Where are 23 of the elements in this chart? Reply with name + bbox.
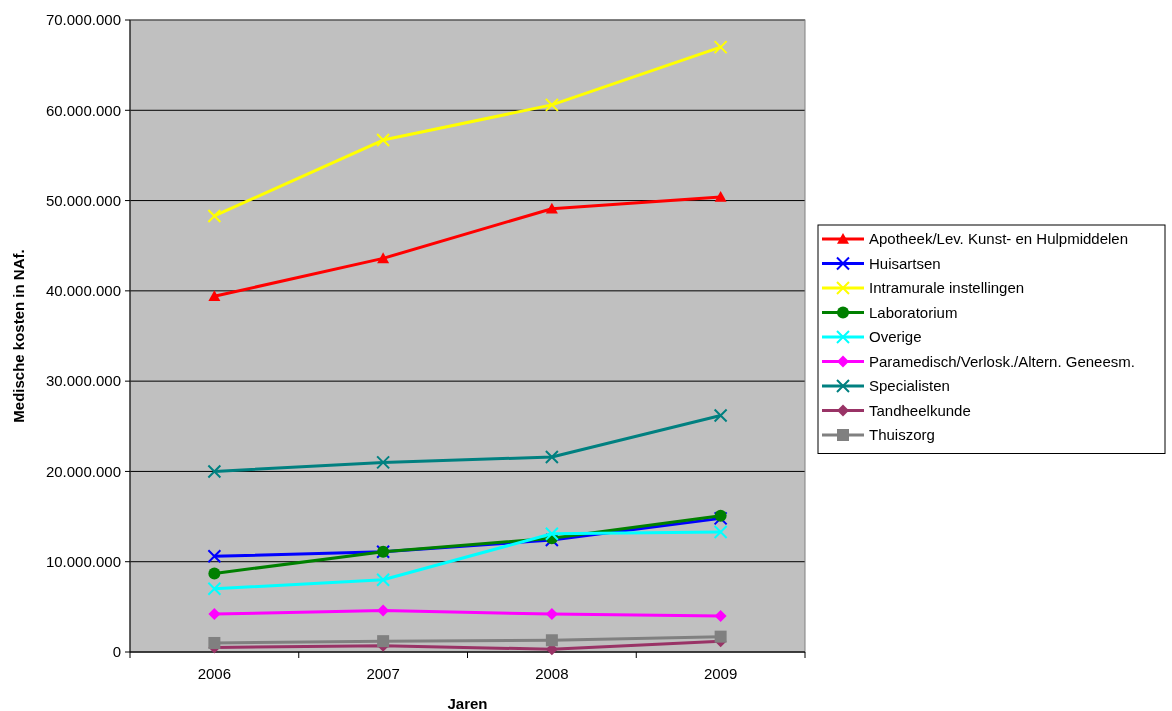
legend-label: Specialisten <box>869 377 950 395</box>
y-tick-label: 50.000.000 <box>45 191 121 209</box>
x-tick-label: 2007 <box>366 665 400 682</box>
legend-label: Laboratorium <box>869 303 958 321</box>
legend-label: Thuiszorg <box>869 426 935 444</box>
legend-label: Tandheelkunde <box>869 401 971 419</box>
y-tick-label: 70.000.000 <box>45 11 121 29</box>
y-tick-label: 0 <box>112 643 121 661</box>
y-tick-label: 10.000.000 <box>45 552 121 570</box>
legend-label: Huisartsen <box>869 254 941 272</box>
y-tick-label: 30.000.000 <box>45 372 121 390</box>
legend-label: Apotheek/Lev. Kunst- en Hulpmiddelen <box>869 230 1129 248</box>
y-tick-label: 60.000.000 <box>45 101 121 119</box>
y-tick-label: 40.000.000 <box>45 282 121 300</box>
x-axis-title: Jaren <box>447 695 488 711</box>
y-tick-label: 20.000.000 <box>45 462 121 480</box>
x-tick-label: 2008 <box>535 665 569 682</box>
legend-label: Paramedisch/Verlosk./Altern. Geneesm. <box>869 352 1135 370</box>
legend-label: Intramurale instellingen <box>869 279 1025 297</box>
x-tick-label: 2006 <box>197 665 232 682</box>
x-tick-label: 2009 <box>703 665 738 682</box>
legend-label: Overige <box>869 328 922 346</box>
y-axis-title: Medische kosten in NAf. <box>10 249 27 423</box>
